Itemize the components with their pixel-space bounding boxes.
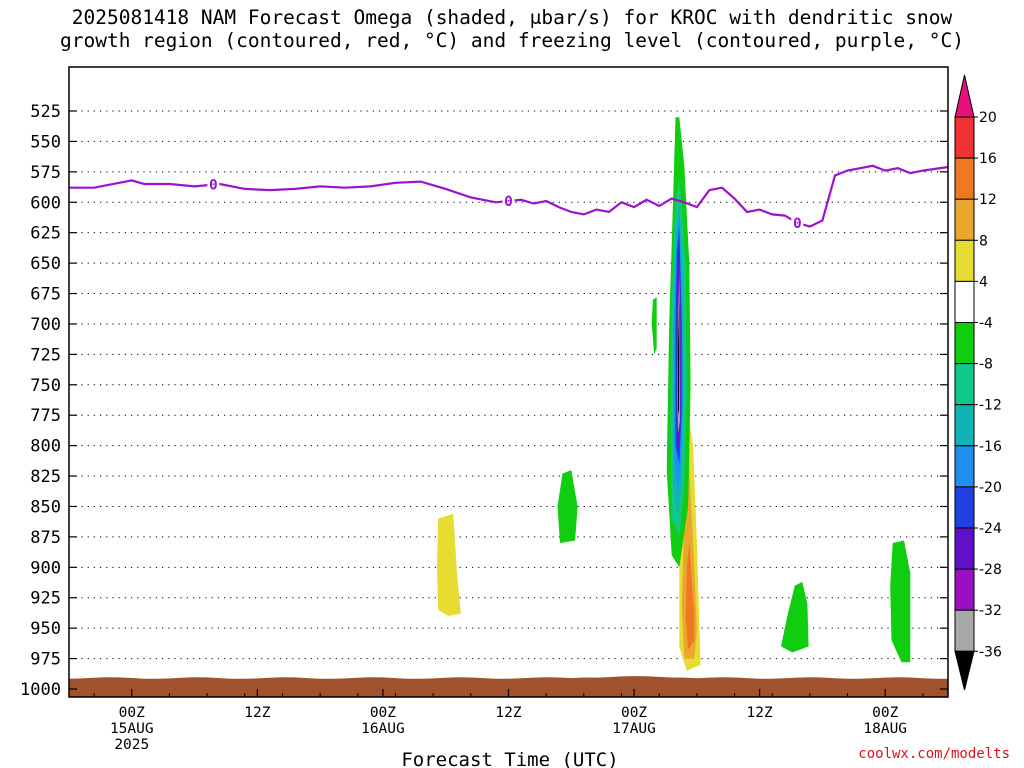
y-tick-label-700: 700 bbox=[30, 315, 61, 335]
y-tick-label-825: 825 bbox=[30, 467, 61, 487]
plot-axes: 525 550 575 600 625 650 675 700 725 750 775 800 825 8… bbox=[20, 66, 949, 753]
x-tick-label-4-1: 17AUG bbox=[612, 721, 656, 737]
colorbar-label-2: 12 bbox=[979, 192, 997, 208]
colorbar-label-5: -4 bbox=[979, 316, 993, 332]
x-tick-label-2-1: 16AUG bbox=[361, 721, 405, 737]
colorbar-label-6: -8 bbox=[979, 357, 993, 373]
y-tick-label-875: 875 bbox=[30, 528, 61, 548]
omega-patch-3 bbox=[781, 581, 809, 653]
y-tick-label-775: 775 bbox=[30, 406, 61, 426]
y-tick-label-600: 600 bbox=[30, 193, 61, 213]
colorbar-label-0: 20 bbox=[979, 110, 997, 126]
colorbar-band-2 bbox=[954, 157, 975, 200]
colorbar-band-8 bbox=[954, 404, 975, 447]
terrain-band bbox=[69, 676, 948, 697]
colorbar-label-4: 4 bbox=[979, 274, 988, 290]
x-tick-label-5-0: 12Z bbox=[747, 705, 773, 721]
plot-frame bbox=[68, 66, 949, 698]
freezing-level-contour: 0 0 0 bbox=[69, 164, 949, 232]
y-tick-label-800: 800 bbox=[30, 437, 61, 457]
freezing-level-label-0: 0 bbox=[209, 178, 218, 194]
colorbar-band-9 bbox=[954, 445, 975, 488]
colorbar-band-4 bbox=[954, 239, 975, 282]
terrain-fill bbox=[69, 676, 948, 697]
y-tick-label-950: 950 bbox=[30, 619, 61, 639]
x-tick-label-1-0: 12Z bbox=[244, 705, 270, 721]
x-tick-label-0-2: 2025 bbox=[114, 737, 149, 753]
colorbar-label-7: -12 bbox=[979, 398, 1002, 414]
omega-patch-2 bbox=[651, 297, 657, 355]
y-tick-label-1000: 1000 bbox=[20, 680, 61, 700]
x-tick-label-3-0: 12Z bbox=[495, 705, 521, 721]
freezing-level-label-bg-0 bbox=[207, 176, 220, 192]
freezing-level-label-bg-1 bbox=[502, 193, 515, 209]
x-tick-label-6-0: 00Z bbox=[872, 705, 898, 721]
y-tick-label-575: 575 bbox=[30, 163, 61, 183]
omega-shading bbox=[436, 117, 911, 671]
colorbar-band-10 bbox=[954, 486, 975, 529]
x-tick-label-6-1: 18AUG bbox=[863, 721, 907, 737]
credit-link[interactable]: coolwx.com/modelts bbox=[858, 746, 1010, 762]
colorbar-label-11: -28 bbox=[979, 562, 1002, 578]
omega-patch-4 bbox=[890, 540, 911, 663]
chart-title-line-1: 2025081418 NAM Forecast Omega (shaded, μ… bbox=[71, 6, 953, 29]
x-tick-label-0-1: 15AUG bbox=[110, 721, 154, 737]
colorbar-band-13 bbox=[954, 609, 975, 652]
colorbar-label-1: 16 bbox=[979, 151, 997, 167]
y-tick-label-975: 975 bbox=[30, 650, 61, 670]
colorbar-label-10: -24 bbox=[979, 521, 1002, 537]
y-tick-label-550: 550 bbox=[30, 132, 61, 152]
freezing-level-label-2: 0 bbox=[793, 216, 802, 232]
x-tick-label-2-0: 00Z bbox=[370, 705, 396, 721]
omega-patch-1 bbox=[557, 470, 578, 543]
colorbar-band-12 bbox=[954, 568, 975, 611]
freezing-level-line bbox=[69, 164, 949, 228]
y-tick-label-725: 725 bbox=[30, 345, 61, 365]
colorbar-band-3 bbox=[954, 198, 975, 241]
colorbar-label-9: -20 bbox=[979, 480, 1002, 496]
y-tick-label-625: 625 bbox=[30, 224, 61, 244]
y-tick-label-900: 900 bbox=[30, 558, 61, 578]
y-tick-label-750: 750 bbox=[30, 376, 61, 396]
chart-title: 2025081418 NAM Forecast Omega (shaded, μ… bbox=[0, 6, 1024, 52]
colorbar-label-12: -32 bbox=[979, 603, 1002, 619]
colorbar-top-arrow bbox=[954, 74, 975, 118]
colorbar-label-13: -36 bbox=[979, 644, 1002, 660]
freezing-level-label-1: 0 bbox=[504, 194, 513, 210]
colorbar-band-1 bbox=[954, 116, 975, 159]
x-tick-label-0-0: 00Z bbox=[119, 705, 145, 721]
colorbar-band-6 bbox=[954, 322, 975, 365]
omega-patch-7 bbox=[685, 543, 695, 651]
colorbar-bottom-arrow bbox=[954, 650, 975, 691]
y-tick-label-525: 525 bbox=[30, 102, 61, 122]
colorbar-label-8: -16 bbox=[979, 439, 1002, 455]
y-tick-label-925: 925 bbox=[30, 589, 61, 609]
omega-patch-0 bbox=[436, 513, 461, 616]
colorbar-label-3: 8 bbox=[979, 233, 988, 249]
omega-patch-16 bbox=[678, 299, 680, 416]
freezing-level-label-bg-2 bbox=[791, 214, 804, 230]
colorbar-band-11 bbox=[954, 527, 975, 570]
colorbar-band-5 bbox=[954, 280, 975, 323]
colorbar: 20 16 12 8 4 -4 -8 -12 -16 -20 -24 -28 -32 -36 bbox=[954, 74, 1002, 691]
y-tick-label-650: 650 bbox=[30, 254, 61, 274]
y-tick-label-675: 675 bbox=[30, 285, 61, 305]
x-tick-label-4-0: 00Z bbox=[621, 705, 647, 721]
y-tick-label-850: 850 bbox=[30, 497, 61, 517]
x-axis-label: Forecast Time (UTC) bbox=[401, 749, 618, 768]
colorbar-band-7 bbox=[954, 363, 975, 406]
chart-title-line-2: growth region (contoured, red, °C) and f… bbox=[60, 29, 964, 52]
